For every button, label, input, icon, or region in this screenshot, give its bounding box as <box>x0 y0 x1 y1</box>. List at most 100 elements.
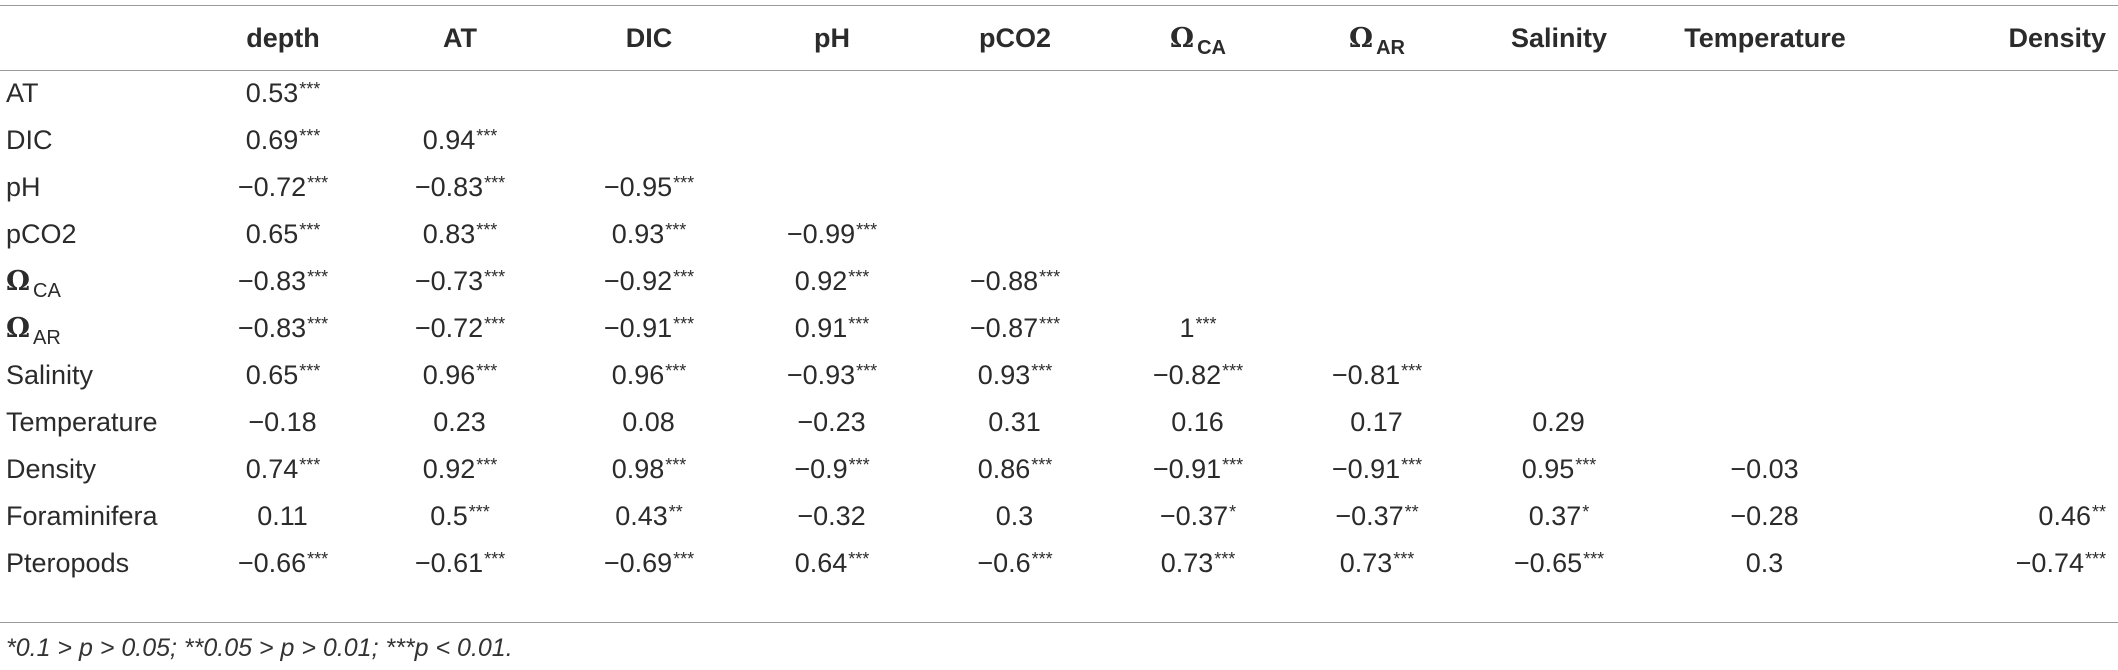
column-header-subscript: AR <box>1376 36 1405 59</box>
column-header-label: AT <box>443 22 477 53</box>
table-cell: −0.37** <box>1286 493 1468 540</box>
table-row: Ω CA −0.83*** −0.73*** −0.92*** 0.92*** −0.88*… <box>0 258 2118 305</box>
row-label-text: Salinity <box>6 360 94 390</box>
cell-value: −0.03 <box>1730 454 1799 484</box>
row-label-text: Ω <box>6 313 31 344</box>
column-header-omega_ar: Ω AR <box>1286 6 1468 70</box>
table-cell: 0.64*** <box>744 540 920 587</box>
significance-stars: *** <box>484 314 506 334</box>
significance-stars: *** <box>848 549 870 569</box>
table-cell: 0.5*** <box>366 493 554 540</box>
table-cell: −0.91*** <box>554 305 744 352</box>
significance-stars: *** <box>484 267 506 287</box>
table-bottom-rule <box>0 622 2118 623</box>
table-cell <box>1650 305 1880 352</box>
significance-stars: *** <box>1222 361 1244 381</box>
table-cell: 0.98*** <box>554 446 744 493</box>
cell-value: 0.94 <box>422 125 476 155</box>
cell-value: 0.11 <box>257 501 308 531</box>
table-cell: −0.69*** <box>554 540 744 587</box>
table-cell <box>920 70 1110 117</box>
significance-stars: *** <box>1393 549 1415 569</box>
row-label: pCO2 <box>0 211 200 258</box>
table-cell: 0.3 <box>920 493 1110 540</box>
significance-stars: *** <box>476 220 498 240</box>
table-cell <box>1650 399 1880 446</box>
significance-stars: *** <box>1222 455 1244 475</box>
table-cell: −0.03 <box>1650 446 1880 493</box>
cell-value: 1 <box>1179 313 1195 343</box>
significance-stars: *** <box>848 455 870 475</box>
significance-stars: *** <box>299 126 321 146</box>
cell-value: 0.96 <box>611 360 665 390</box>
cell-value: 0.16 <box>1171 407 1224 437</box>
cell-value: 0.64 <box>794 548 848 578</box>
table-cell <box>744 117 920 164</box>
table-cell: −0.72*** <box>200 164 366 211</box>
table-cell: −0.91*** <box>1110 446 1286 493</box>
table-cell: 1*** <box>1110 305 1286 352</box>
significance-stars: *** <box>673 267 695 287</box>
table-cell: 0.69*** <box>200 117 366 164</box>
table-cell: −0.72*** <box>366 305 554 352</box>
cell-value: −0.18 <box>248 407 317 437</box>
table-cell: −0.95*** <box>554 164 744 211</box>
table-cell <box>1880 258 2118 305</box>
table-cell: 0.96*** <box>366 352 554 399</box>
table-cell: 0.92*** <box>366 446 554 493</box>
significance-stars: *** <box>1031 549 1053 569</box>
cell-value: −0.92 <box>603 266 673 296</box>
row-label: DIC <box>0 117 200 164</box>
table-body: AT 0.53*** DIC 0.69*** 0.94*** pH −0.72*** −0.8… <box>0 70 2118 587</box>
column-header-temperature: Temperature <box>1650 6 1880 70</box>
significance-stars: *** <box>1583 549 1605 569</box>
cell-value: 0.43 <box>615 501 668 531</box>
cell-value: 0.95 <box>1521 454 1575 484</box>
table-cell <box>1650 352 1880 399</box>
table-footnote: *0.1 > p > 0.05; **0.05 > p > 0.01; ***p… <box>6 634 513 662</box>
significance-stars: *** <box>1195 314 1217 334</box>
table-row: Temperature −0.18 0.23 0.08 −0.23 0.31 0.16 0.1… <box>0 399 2118 446</box>
table-cell: 0.11 <box>200 493 366 540</box>
column-header-dic: DIC <box>554 6 744 70</box>
table-cell: 0.95*** <box>1468 446 1650 493</box>
table-cell <box>1880 70 2118 117</box>
cell-value: 0.74 <box>245 454 299 484</box>
cell-value: −0.87 <box>969 313 1039 343</box>
cell-value: −0.91 <box>1331 454 1401 484</box>
column-header-omega_ca: Ω CA <box>1110 6 1286 70</box>
table-cell: 0.31 <box>920 399 1110 446</box>
significance-stars: *** <box>299 79 321 99</box>
significance-stars: *** <box>1214 549 1236 569</box>
cell-value: 0.98 <box>611 454 665 484</box>
table-cell: 0.86*** <box>920 446 1110 493</box>
significance-stars: *** <box>476 361 498 381</box>
table-row: Density 0.74*** 0.92*** 0.98*** −0.9*** 0.86*… <box>0 446 2118 493</box>
table-cell <box>1650 164 1880 211</box>
significance-stars: * <box>1229 502 1237 522</box>
column-header-label: Temperature <box>1684 22 1846 53</box>
cell-value: −0.37 <box>1159 501 1229 531</box>
row-label-text: Foraminifera <box>6 501 158 531</box>
table-cell <box>1468 117 1650 164</box>
table-cell <box>1110 117 1286 164</box>
row-label: pH <box>0 164 200 211</box>
row-label-text: Ω <box>6 266 31 297</box>
table-row: pCO2 0.65*** 0.83*** 0.93*** −0.99*** <box>0 211 2118 258</box>
cell-value: −0.65 <box>1513 548 1583 578</box>
table-cell: −0.18 <box>200 399 366 446</box>
row-label-text: Temperature <box>6 407 158 437</box>
significance-stars: *** <box>665 220 687 240</box>
table-cell: 0.43** <box>554 493 744 540</box>
table-cell: −0.99*** <box>744 211 920 258</box>
significance-stars: *** <box>856 220 878 240</box>
table-cell: −0.9*** <box>744 446 920 493</box>
table-cell <box>1110 70 1286 117</box>
table-cell <box>1468 258 1650 305</box>
table-cell: −0.83*** <box>366 164 554 211</box>
significance-stars: *** <box>1031 361 1053 381</box>
column-header-label: pCO2 <box>978 22 1051 53</box>
significance-stars: *** <box>848 314 870 334</box>
table-cell: 0.23 <box>366 399 554 446</box>
significance-stars: *** <box>484 173 506 193</box>
